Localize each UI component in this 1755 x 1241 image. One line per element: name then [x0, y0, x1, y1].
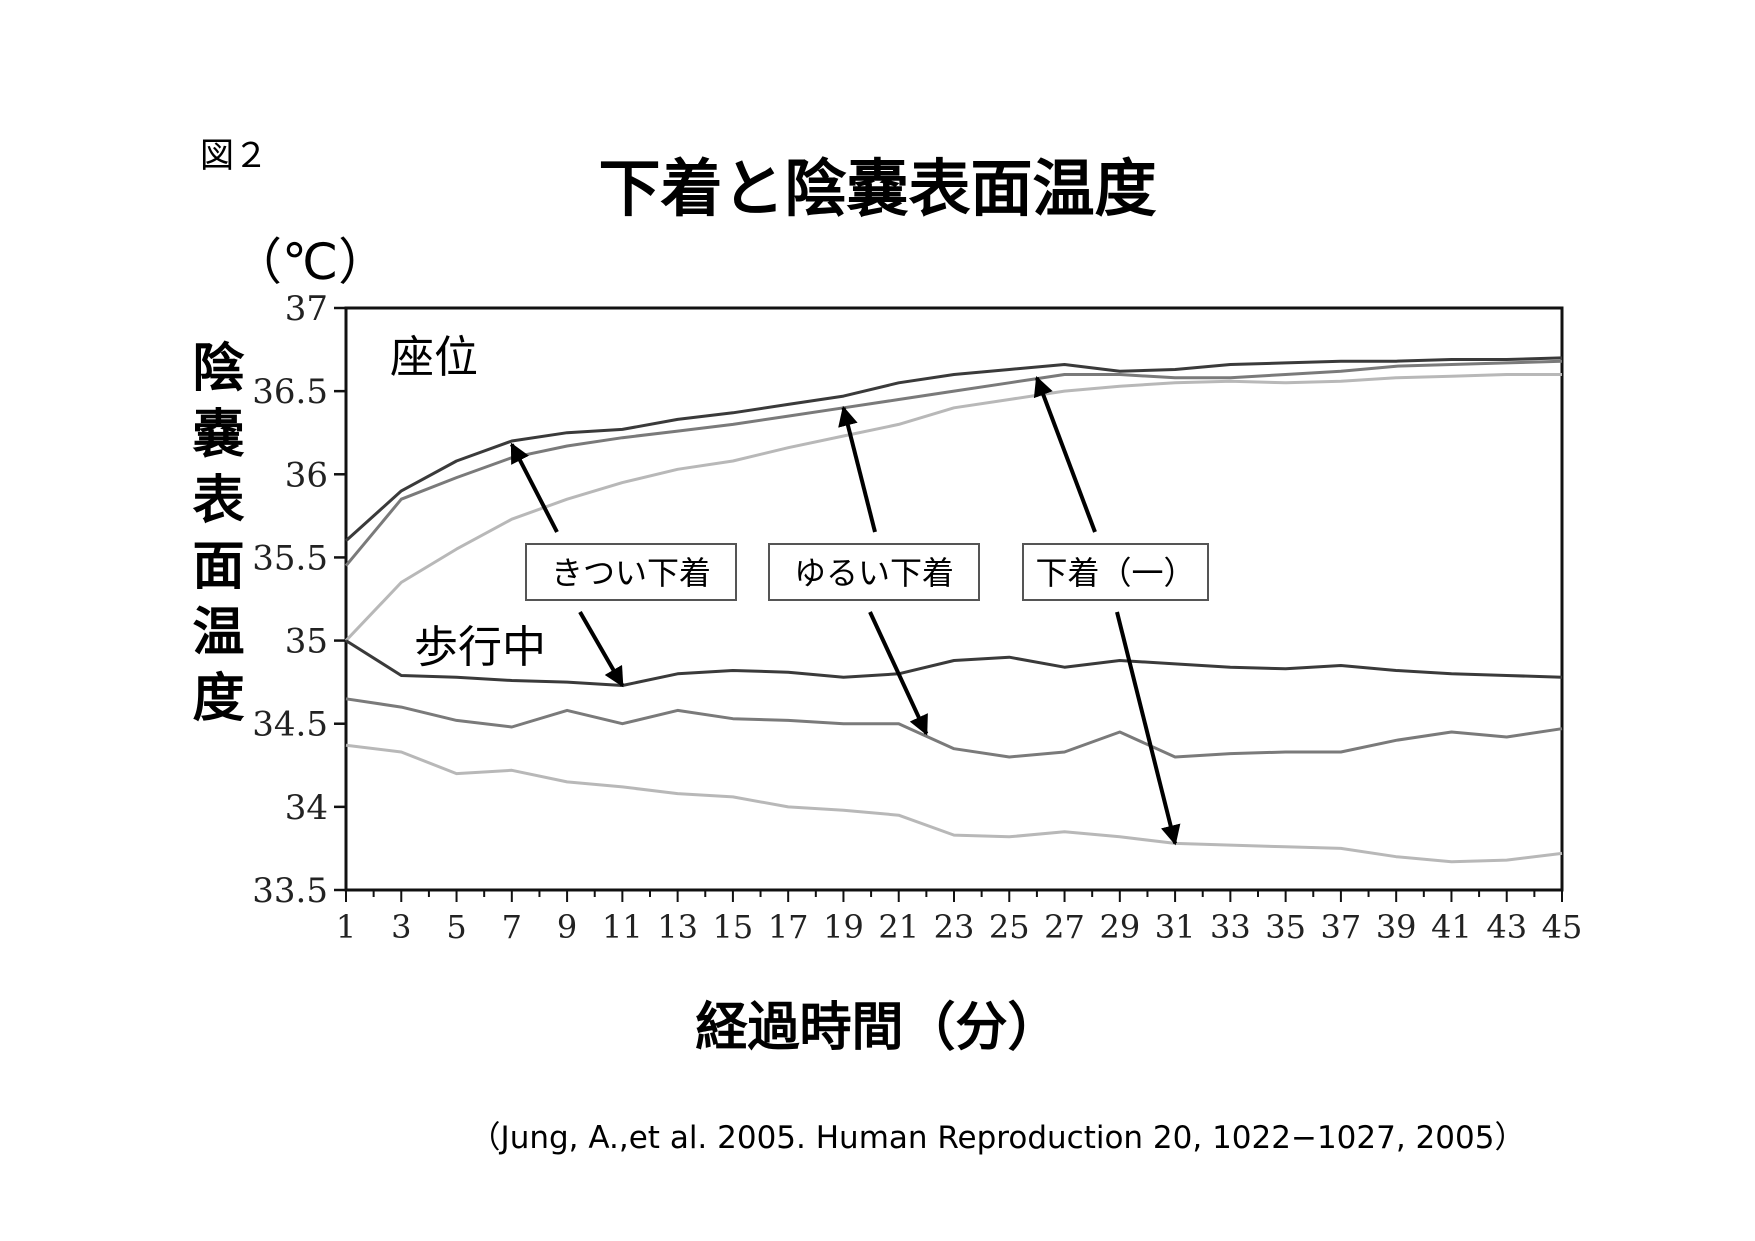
x-tick-label: 11: [602, 908, 643, 946]
annotation-box: [1022, 543, 1209, 601]
x-tick-label: 9: [557, 908, 577, 946]
x-tick-label: 3: [391, 908, 411, 946]
x-tick-label: 5: [446, 908, 466, 946]
series-line-sitting-1: [344, 356, 1563, 542]
x-tick-label: 13: [657, 908, 698, 946]
y-tick-label: 35: [285, 622, 328, 662]
series-line-walking-1: [345, 639, 1563, 687]
annotation-arrow: [1033, 375, 1097, 533]
x-tick-label: 1: [336, 908, 356, 946]
annotation-label: 下着（一）: [1035, 554, 1195, 592]
x-tick-label: 23: [934, 908, 975, 946]
annotation-arrow: [838, 405, 877, 533]
annotation-arrow: [1115, 611, 1181, 846]
x-tick-label: 27: [1044, 908, 1085, 946]
x-tick-label: 19: [823, 908, 864, 946]
y-tick-label: 35.5: [252, 538, 328, 578]
x-tick-label: 39: [1376, 908, 1417, 946]
citation: （Jung, A.,et al. 2005. Human Reproductio…: [469, 1120, 1526, 1156]
x-tick-label: 7: [502, 908, 522, 946]
x-tick-label: 21: [878, 908, 919, 946]
y-tick-label: 34: [285, 788, 328, 828]
group-label-walking: 歩行中: [414, 622, 546, 673]
group-label-sitting: 座位: [390, 332, 478, 383]
series-line-walking-3: [345, 743, 1563, 864]
x-tick-label: 45: [1542, 908, 1583, 946]
series-line-walking-2: [345, 697, 1563, 759]
y-tick-label: 33.5: [252, 871, 328, 911]
annotation-box: [768, 543, 980, 601]
annotation-label: ゆるい下着: [794, 554, 954, 592]
x-tick-label: 33: [1210, 908, 1251, 946]
annotation-box: [525, 543, 737, 601]
series-line-sitting-2: [344, 359, 1563, 567]
y-tick-label: 36: [285, 455, 328, 495]
x-tick-label: 43: [1486, 908, 1527, 946]
chart-title: 下着と陰嚢表面温度: [598, 152, 1157, 225]
annotation-arrow: [510, 442, 559, 533]
annotation-label: きつい下着: [551, 554, 711, 592]
x-tick-label: 17: [768, 908, 809, 946]
figure-label: 図２: [200, 136, 268, 176]
x-tick-label: 35: [1265, 908, 1306, 946]
x-tick-label: 25: [989, 908, 1030, 946]
y-tick-label: 37: [285, 289, 328, 329]
y-tick-label: 36.5: [252, 372, 328, 412]
y-unit-label: （℃）: [232, 233, 389, 291]
x-axis-label: 経過時間（分）: [695, 998, 1060, 1058]
x-tick-label: 29: [1099, 908, 1140, 946]
annotation-arrow: [868, 611, 929, 736]
y-axis-label: 陰嚢表面温度: [183, 340, 243, 736]
x-tick-label: 37: [1321, 908, 1362, 946]
annotation-arrow: [578, 611, 625, 688]
x-tick-label: 31: [1155, 908, 1196, 946]
x-tick-label: 41: [1431, 908, 1472, 946]
series-line-sitting-3: [344, 373, 1562, 642]
y-tick-label: 34.5: [252, 705, 328, 745]
x-tick-label: 15: [713, 908, 754, 946]
